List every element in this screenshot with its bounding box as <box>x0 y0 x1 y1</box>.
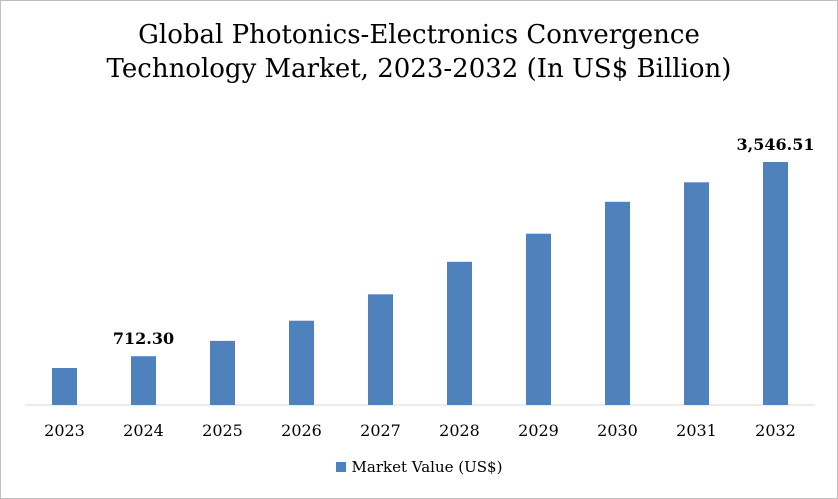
x-tick-label-2027: 2027 <box>360 421 401 440</box>
bar-2024 <box>131 356 156 405</box>
data-label-2024: 712.30 <box>113 329 174 348</box>
legend-swatch <box>335 462 346 472</box>
x-tick-label-2023: 2023 <box>44 421 85 440</box>
legend: Market Value (US$) <box>0 458 838 476</box>
bar-2025 <box>210 340 235 405</box>
x-tick-label-2030: 2030 <box>597 421 638 440</box>
bar-2023 <box>52 368 77 405</box>
legend-label: Market Value (US$) <box>351 458 503 476</box>
x-tick-label-2026: 2026 <box>281 421 322 440</box>
bar-2027 <box>368 294 393 405</box>
chart-title: Global Photonics-Electronics Convergence… <box>106 20 732 84</box>
x-tick-label-2031: 2031 <box>676 421 717 440</box>
x-tick-label-2024: 2024 <box>123 421 164 440</box>
x-tick-label-2025: 2025 <box>202 421 243 440</box>
bar-2026 <box>289 320 314 405</box>
bar-2030 <box>605 201 630 405</box>
x-tick-label-2028: 2028 <box>439 421 480 440</box>
data-label-2032: 3,546.51 <box>737 135 815 154</box>
bar-2031 <box>684 182 709 405</box>
x-tick-label-2032: 2032 <box>755 421 796 440</box>
x-tick-label-2029: 2029 <box>518 421 559 440</box>
bar-2029 <box>526 233 551 405</box>
bar-2032 <box>763 162 788 405</box>
bar-2028 <box>447 261 472 405</box>
